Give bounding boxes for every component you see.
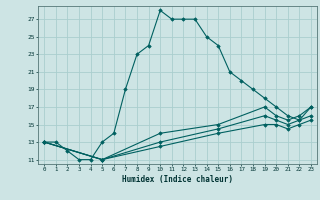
X-axis label: Humidex (Indice chaleur): Humidex (Indice chaleur) bbox=[122, 175, 233, 184]
